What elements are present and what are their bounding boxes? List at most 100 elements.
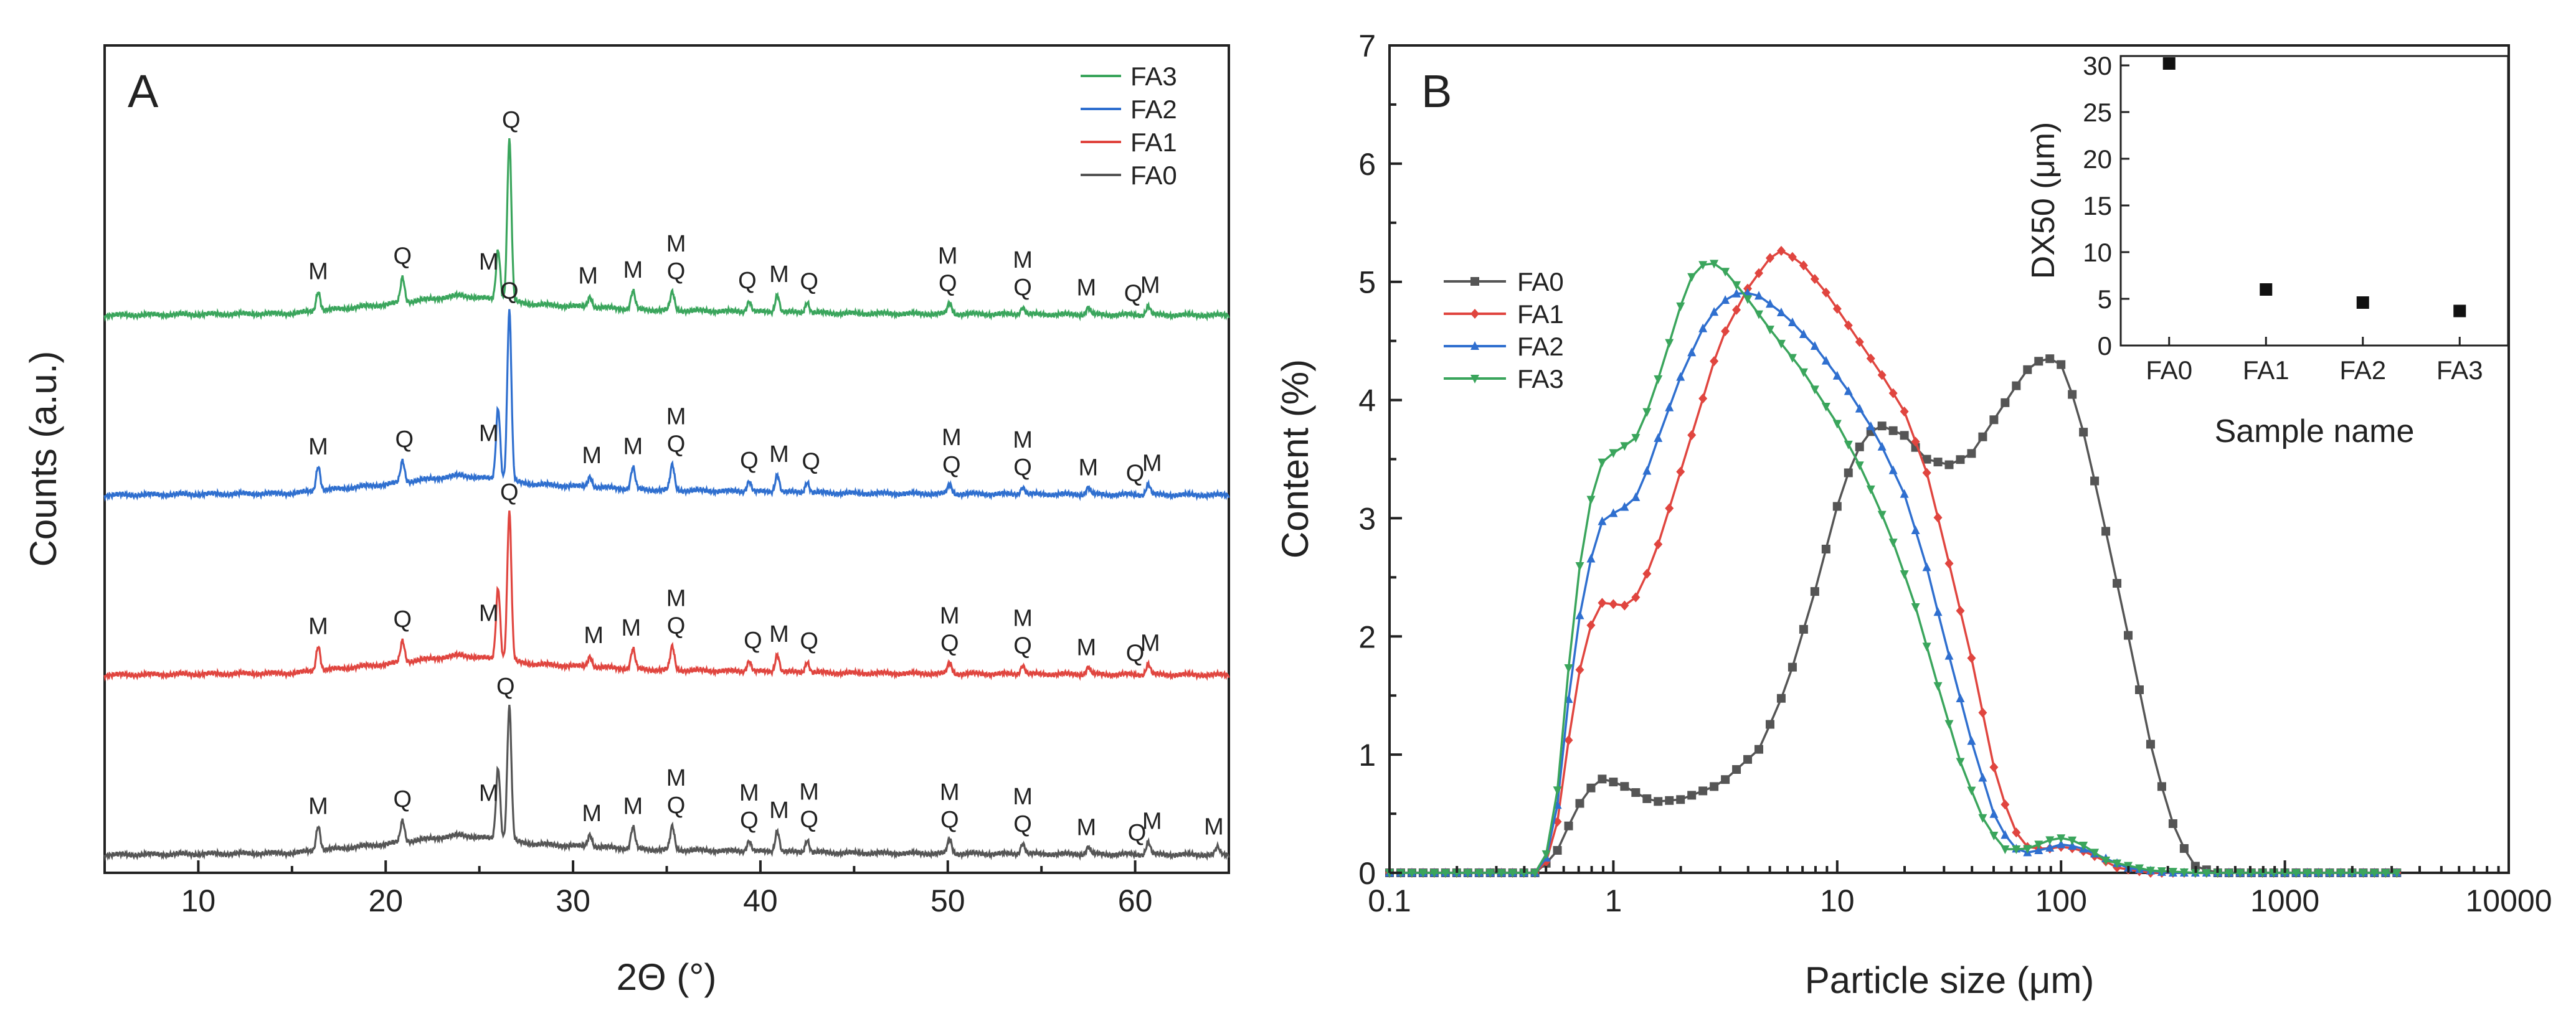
psd-marker (1956, 455, 1965, 464)
psd-marker (1911, 436, 1920, 447)
inset-y-tick-label: 20 (2083, 144, 2112, 174)
xrd-y-axis-title: Counts (a.u.) (22, 351, 64, 567)
psd-marker (1609, 778, 1618, 787)
psd-marker (1922, 642, 1931, 652)
peak-label: Q (1128, 820, 1147, 846)
psd-y-tick-label: 4 (1358, 383, 1376, 418)
psd-y-tick-label: 1 (1358, 738, 1376, 773)
psd-marker (2079, 841, 2088, 850)
psd-marker (1866, 353, 1875, 364)
psd-marker (1586, 620, 1596, 631)
psd-marker (2235, 869, 2245, 878)
psd-marker (1721, 295, 1730, 304)
peak-label: M (582, 443, 602, 469)
psd-marker (1978, 773, 1987, 782)
psd-marker (1754, 310, 1764, 319)
psd-marker (1978, 432, 1987, 441)
psd-marker (1665, 503, 1674, 514)
psd-marker (1933, 682, 1943, 691)
psd-marker (1553, 786, 1562, 796)
peak-label: Q (800, 807, 818, 833)
peak-label: Q (1126, 460, 1145, 486)
psd-marker (1944, 720, 1954, 729)
psd-marker (2079, 428, 2088, 437)
psd-series-group (1385, 245, 2402, 878)
inset-x-tick-label: FA2 (2339, 355, 2386, 385)
xrd-x-tick-label: 30 (556, 883, 590, 918)
psd-marker (1598, 774, 1607, 784)
peak-label: M (1013, 784, 1033, 810)
inset-plot-frame (2119, 55, 2509, 347)
psd-marker (2213, 869, 2222, 878)
psd-marker (2023, 845, 2032, 854)
psd-marker (2045, 354, 2055, 364)
psd-marker (1866, 421, 1875, 430)
peak-label: Q (394, 786, 412, 812)
peak-label: Q (738, 268, 757, 294)
dx50-inset: 0 5 10 15 20 25 30 FA0 FA1 FA2 FA3 Sample name DX… (2025, 51, 2509, 449)
inset-y-tick-label: 30 (2083, 51, 2112, 80)
inset-x-tick-label: FA3 (2436, 355, 2483, 385)
legend-label-fa1: FA1 (1130, 128, 1177, 157)
psd-marker (1463, 869, 1472, 878)
peak-label: M (938, 243, 958, 270)
peak-label: Q (502, 107, 521, 133)
psd-marker (1676, 302, 1685, 311)
psd-marker (1900, 489, 1909, 498)
psd-marker (1944, 460, 1954, 469)
peak-label: M (769, 441, 789, 468)
xrd-series-fa1 (103, 510, 1230, 682)
psd-marker (1665, 796, 1674, 805)
psd-marker (1788, 662, 1797, 672)
peak-label: M (479, 249, 499, 275)
psd-marker (1844, 320, 1853, 331)
psd-marker (2202, 869, 2211, 878)
psd-marker (2336, 869, 2346, 878)
inset-x-tick-label: FA0 (2146, 355, 2192, 385)
psd-marker (1485, 869, 1495, 878)
psd-x-tick-label: 10000 (2465, 883, 2552, 918)
psd-marker (1956, 758, 1965, 767)
psd-y-tick-label: 2 (1358, 619, 1376, 654)
psd-marker (2023, 365, 2032, 374)
peak-label: M (1013, 247, 1033, 273)
psd-marker (1754, 268, 1764, 278)
peak-label: M (769, 621, 789, 647)
psd-marker (2113, 578, 2122, 588)
psd-marker (1721, 326, 1730, 336)
psd-marker (1665, 339, 1674, 348)
xrd-x-tick-label: 10 (181, 883, 216, 918)
psd-marker (1470, 309, 1479, 319)
psd-marker (1855, 403, 1864, 413)
psd-marker (1855, 337, 1864, 347)
psd-marker (1956, 606, 1965, 616)
psd-marker (2012, 381, 2021, 390)
peak-label: M (769, 797, 789, 824)
psd-marker (1687, 273, 1697, 282)
peak-label: M (578, 263, 598, 289)
psd-marker (1810, 385, 1819, 395)
psd-marker (1877, 370, 1887, 380)
psd-marker (1732, 765, 1741, 774)
psd-marker (1609, 599, 1618, 609)
psd-marker (1676, 795, 1685, 804)
peak-label: M (623, 793, 643, 819)
psd-marker (2146, 740, 2155, 749)
peak-label: Q (1126, 640, 1145, 666)
xrd-x-ticks: 10 20 30 40 50 60 (103, 860, 1230, 918)
psd-marker (1799, 368, 1808, 377)
psd-marker (2291, 869, 2301, 878)
peak-label: M (666, 231, 686, 257)
psd-marker (1944, 558, 1954, 569)
psd-marker (1721, 268, 1730, 277)
psd-marker (2057, 839, 2066, 849)
psd-x-tick-label: 1000 (2250, 883, 2319, 918)
xrd-x-axis-title: 2Θ (°) (617, 956, 717, 998)
legend-label-fa0: FA0 (1130, 161, 1177, 190)
peak-label: Q (395, 426, 414, 453)
psd-marker (2134, 685, 2144, 694)
peak-label: M (479, 780, 499, 806)
psd-marker (1922, 454, 1931, 464)
psd-legend: FA0 FA1 FA2 FA3 (1444, 267, 1564, 393)
inset-y-axis-title: DX50 (μm) (2025, 122, 2062, 279)
